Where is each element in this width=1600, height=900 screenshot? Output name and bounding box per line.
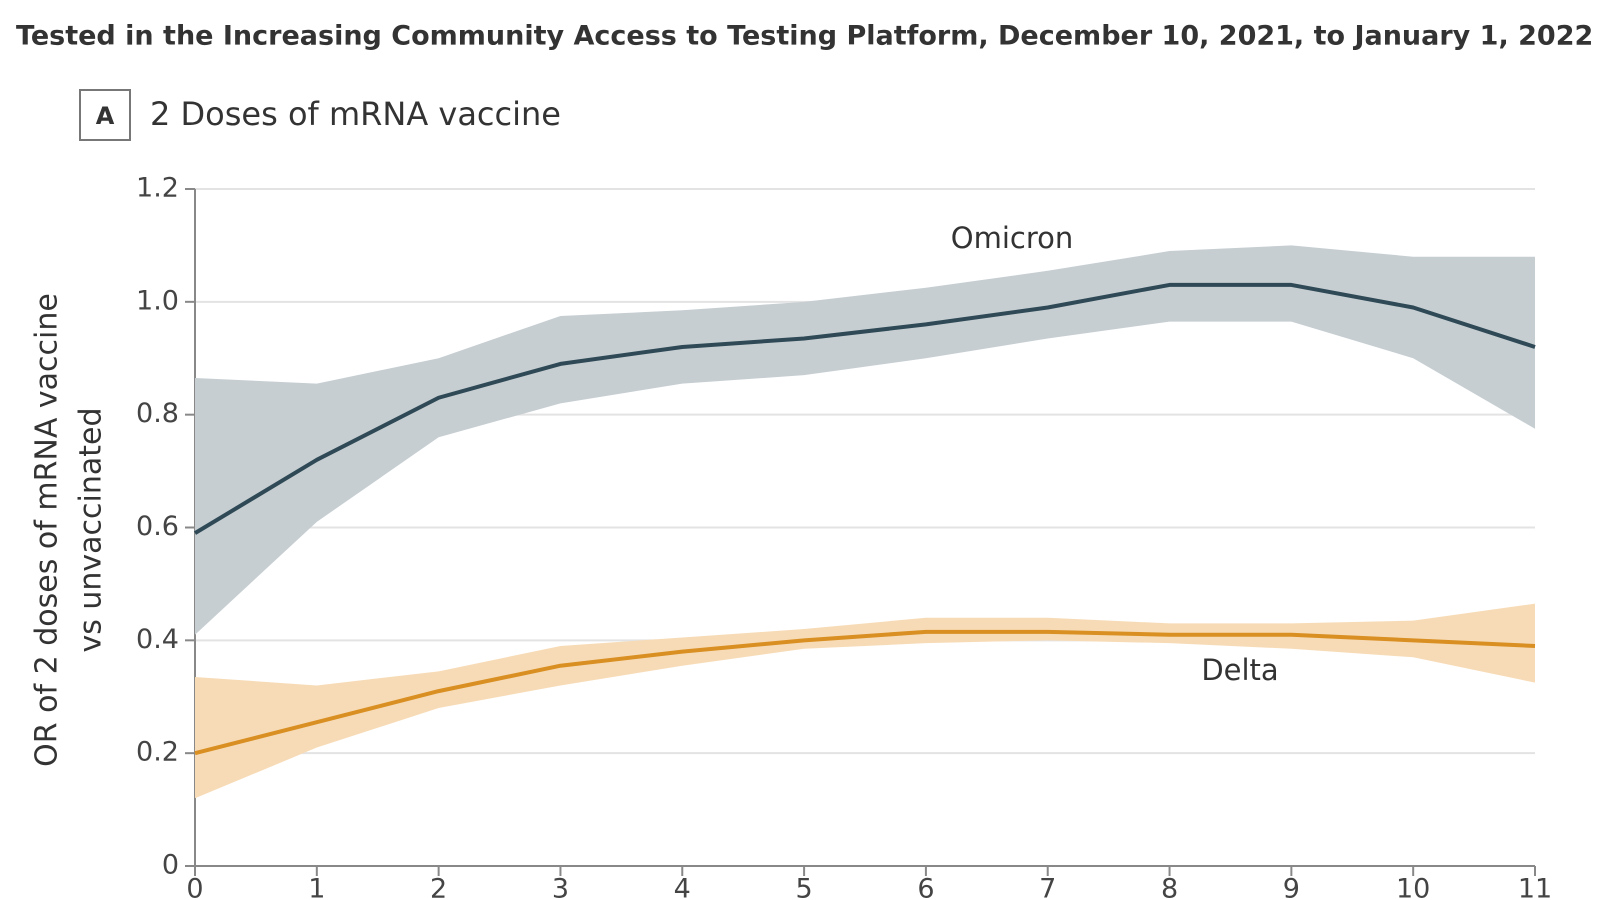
confidence-band xyxy=(195,245,1535,635)
x-tick-label: 11 xyxy=(1518,874,1552,900)
x-tick-label: 9 xyxy=(1283,874,1300,900)
y-tick-label: 0.2 xyxy=(136,737,179,768)
y-tick-label: 1.0 xyxy=(136,285,179,316)
x-tick-label: 8 xyxy=(1161,874,1178,900)
series-line xyxy=(193,282,1536,535)
series-label: Omicron xyxy=(951,221,1074,255)
y-axis-label: OR of 2 doses of mRNA vaccine xyxy=(30,293,65,767)
panel-label: A xyxy=(96,102,115,130)
x-tick-label: 10 xyxy=(1396,874,1430,900)
y-tick-label: 0 xyxy=(162,850,179,881)
x-tick-label: 0 xyxy=(186,874,203,900)
chart-subtitle: Tested in the Increasing Community Acces… xyxy=(16,21,1593,52)
x-tick-label: 1 xyxy=(308,874,325,900)
y-axis-label: vs unvaccinated xyxy=(74,407,109,652)
x-tick-label: 2 xyxy=(430,874,447,900)
confidence-band xyxy=(195,603,1535,799)
y-tick-label: 0.8 xyxy=(136,398,179,429)
x-tick-label: 5 xyxy=(795,874,812,900)
y-tick-label: 1.2 xyxy=(136,173,179,204)
panel-box xyxy=(79,89,131,141)
panel-title: 2 Doses of mRNA vaccine xyxy=(150,95,561,133)
x-tick-label: 4 xyxy=(674,874,691,900)
x-tick-label: 6 xyxy=(917,874,934,900)
series-label: Delta xyxy=(1201,653,1278,687)
x-tick-label: 3 xyxy=(552,874,569,900)
series-line xyxy=(194,629,1536,756)
y-tick-label: 0.6 xyxy=(136,511,179,542)
y-tick-label: 0.4 xyxy=(136,624,179,655)
x-tick-label: 7 xyxy=(1039,874,1056,900)
